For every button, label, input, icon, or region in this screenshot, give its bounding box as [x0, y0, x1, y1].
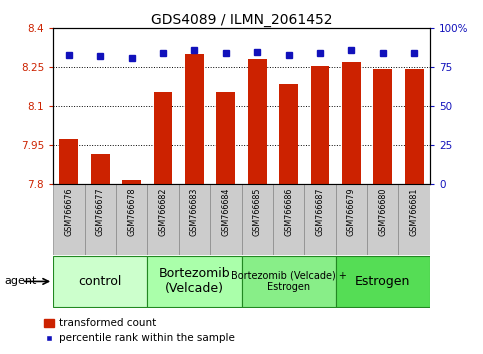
Text: Estrogen: Estrogen — [355, 275, 411, 288]
Text: GSM766680: GSM766680 — [378, 188, 387, 236]
Bar — [336, 256, 430, 307]
Legend: transformed count, percentile rank within the sample: transformed count, percentile rank withi… — [44, 318, 235, 343]
Text: control: control — [79, 275, 122, 288]
Text: GSM766687: GSM766687 — [315, 188, 325, 236]
Bar — [398, 184, 430, 255]
Bar — [342, 62, 361, 184]
Bar — [91, 154, 110, 184]
Bar — [367, 184, 398, 255]
Text: GSM766684: GSM766684 — [221, 188, 230, 236]
Bar — [53, 256, 147, 307]
Bar — [216, 92, 235, 184]
Text: GSM766677: GSM766677 — [96, 188, 105, 236]
Text: Bortezomib (Velcade) +
Estrogen: Bortezomib (Velcade) + Estrogen — [231, 270, 346, 292]
Bar — [248, 59, 267, 184]
Bar — [242, 256, 336, 307]
Text: agent: agent — [5, 276, 37, 286]
Bar — [147, 184, 179, 255]
Text: GSM766682: GSM766682 — [158, 188, 168, 236]
Text: GSM766679: GSM766679 — [347, 188, 356, 236]
Text: GSM766678: GSM766678 — [127, 188, 136, 236]
Bar — [85, 184, 116, 255]
Bar — [179, 184, 210, 255]
Bar — [242, 184, 273, 255]
Bar — [185, 54, 204, 184]
Text: GSM766676: GSM766676 — [64, 188, 73, 236]
Bar — [122, 180, 141, 184]
Bar — [405, 69, 424, 184]
Bar — [210, 184, 242, 255]
Text: GSM766683: GSM766683 — [190, 188, 199, 236]
Bar — [59, 139, 78, 184]
Bar — [53, 184, 85, 255]
Text: GSM766681: GSM766681 — [410, 188, 419, 236]
Text: GSM766685: GSM766685 — [253, 188, 262, 236]
Bar — [311, 66, 329, 184]
Bar — [304, 184, 336, 255]
Bar — [273, 184, 304, 255]
Bar — [147, 256, 242, 307]
Text: Bortezomib
(Velcade): Bortezomib (Velcade) — [158, 267, 230, 296]
Bar — [336, 184, 367, 255]
Bar — [279, 84, 298, 184]
Bar — [116, 184, 147, 255]
Bar — [373, 69, 392, 184]
Text: GSM766686: GSM766686 — [284, 188, 293, 236]
Title: GDS4089 / ILMN_2061452: GDS4089 / ILMN_2061452 — [151, 13, 332, 27]
Bar — [154, 92, 172, 184]
